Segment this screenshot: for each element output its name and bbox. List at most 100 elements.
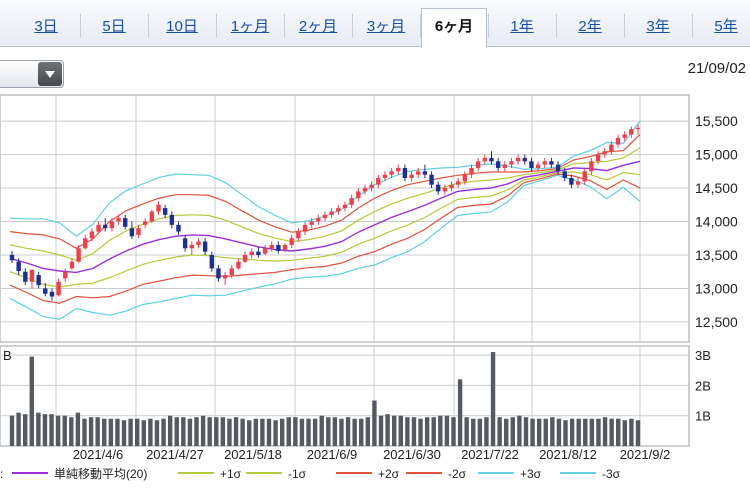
candle-body <box>109 221 115 229</box>
volume-bar <box>148 418 153 446</box>
candle-body <box>216 268 221 279</box>
candle-body <box>276 244 281 251</box>
candle-body <box>169 214 175 225</box>
candle-body <box>502 164 508 168</box>
x-axis-label: 2021/4/6 <box>73 447 124 462</box>
x-axis-label: 2021/4/27 <box>146 447 204 462</box>
candle-body <box>309 221 314 225</box>
candle-body <box>322 214 328 219</box>
x-axis-label: 2021/6/30 <box>383 447 441 462</box>
volume-bar <box>194 417 199 446</box>
candle-body <box>302 224 308 232</box>
volume-bar <box>629 418 634 446</box>
candle-body <box>595 154 601 162</box>
candle-body <box>316 218 321 222</box>
volume-bar <box>273 420 278 446</box>
candle-body <box>509 161 514 165</box>
tab-separator <box>216 14 217 38</box>
candle-body <box>196 241 201 245</box>
volume-bar <box>484 417 489 446</box>
volume-bar <box>174 417 179 446</box>
volume-bar <box>556 418 562 446</box>
tab-3日[interactable]: 3日 <box>34 18 58 35</box>
candle-body <box>149 211 155 222</box>
candle-body <box>16 261 21 272</box>
price-tick-label: 13,500 <box>695 247 738 263</box>
minus-3-sigma-line <box>9 174 641 320</box>
candle-body <box>449 184 454 189</box>
candle-body <box>462 174 468 182</box>
volume-bar <box>253 418 259 446</box>
candle-body <box>542 161 547 165</box>
candle-body <box>29 269 35 282</box>
volume-bar <box>576 418 581 446</box>
tab-3ヶ月[interactable]: 3ヶ月 <box>366 18 406 35</box>
minus-2-sigma-line <box>9 173 641 304</box>
candle-body <box>209 254 214 269</box>
volume-bar <box>293 417 298 446</box>
x-axis-label: 2021/9/2 <box>620 447 671 462</box>
candle-body <box>522 157 527 162</box>
volume-bar <box>609 418 614 446</box>
candle-body <box>222 275 228 279</box>
candle-body <box>356 191 361 199</box>
tab-separator <box>692 14 693 38</box>
candle-body <box>515 157 521 162</box>
volume-bar <box>359 418 364 446</box>
volume-left-label: B <box>3 348 12 363</box>
candle-body <box>402 167 408 179</box>
indicator-dropdown[interactable] <box>0 60 64 88</box>
candle-body <box>562 171 567 179</box>
volume-bar <box>227 418 232 446</box>
candle-body <box>249 251 254 255</box>
tab-5日[interactable]: 5日 <box>102 18 126 35</box>
x-axis-label: 2021/6/9 <box>307 447 358 462</box>
x-axis-label: 2021/5/18 <box>224 447 282 462</box>
volume-bar <box>326 417 331 446</box>
candle-body <box>409 174 414 179</box>
volume-tick-label: 2B <box>695 378 711 393</box>
candle-body <box>582 171 587 182</box>
volume-bar <box>214 417 219 446</box>
volume-bar <box>523 417 529 446</box>
tab-3年[interactable]: 3年 <box>646 18 670 35</box>
volume-bar <box>444 415 450 446</box>
tab-1ヶ月[interactable]: 1ヶ月 <box>230 18 270 35</box>
chevron-down-icon[interactable] <box>38 62 62 86</box>
legend-label: -2σ <box>448 467 467 481</box>
period-tab-bar: 3日 5日 10日 1ヶ月 2ヶ月 3ヶ月 6ヶ月 1年 2年 3年 5年 <box>0 0 750 48</box>
tab-6ヶ月[interactable]: 6ヶ月 <box>421 8 487 48</box>
volume-bar <box>42 414 48 446</box>
candle-body <box>229 268 234 276</box>
candle-body <box>262 248 268 254</box>
tab-2ヶ月[interactable]: 2ヶ月 <box>298 18 338 35</box>
candle-body <box>162 208 168 215</box>
volume-bar <box>536 418 542 446</box>
volume-bar <box>135 418 140 446</box>
tab-5年[interactable]: 5年 <box>714 18 738 35</box>
volume-bar <box>405 417 410 446</box>
volume-bar <box>477 418 483 446</box>
tab-1年[interactable]: 1年 <box>510 18 534 35</box>
candle-body <box>369 184 374 189</box>
candle-body <box>83 238 88 249</box>
tab-separator <box>556 14 557 38</box>
candle-body <box>575 181 581 185</box>
volume-bar <box>102 418 107 446</box>
volume-bar <box>141 420 146 446</box>
candle-body <box>202 241 208 252</box>
candle-body <box>416 171 421 175</box>
candle-body <box>376 178 381 185</box>
tab-10日[interactable]: 10日 <box>166 18 198 35</box>
candle-body <box>256 251 261 255</box>
price-tick-label: 15,500 <box>695 113 738 129</box>
candle-body <box>396 167 401 172</box>
volume-bar <box>616 418 621 446</box>
tab-separator <box>420 14 421 38</box>
volume-bar <box>517 415 522 446</box>
tab-2年[interactable]: 2年 <box>578 18 602 35</box>
candle-body <box>622 134 627 138</box>
volume-bar <box>187 418 193 446</box>
volume-bar <box>418 418 423 446</box>
tab-separator <box>488 14 489 38</box>
